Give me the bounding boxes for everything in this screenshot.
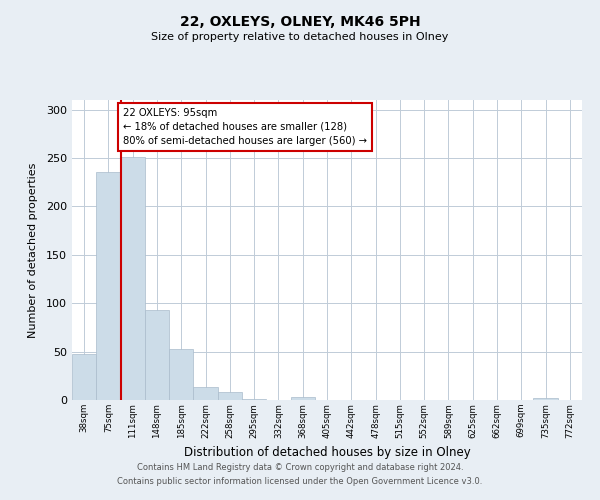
Bar	[242, 399, 266, 400]
Bar	[533, 398, 558, 400]
Bar	[96, 172, 121, 400]
Text: Size of property relative to detached houses in Olney: Size of property relative to detached ho…	[151, 32, 449, 42]
Bar	[121, 157, 145, 400]
Bar	[72, 354, 96, 400]
Bar	[169, 348, 193, 400]
Text: Contains HM Land Registry data © Crown copyright and database right 2024.: Contains HM Land Registry data © Crown c…	[137, 464, 463, 472]
Bar	[218, 392, 242, 400]
Bar	[193, 388, 218, 400]
Text: Contains public sector information licensed under the Open Government Licence v3: Contains public sector information licen…	[118, 477, 482, 486]
X-axis label: Distribution of detached houses by size in Olney: Distribution of detached houses by size …	[184, 446, 470, 459]
Text: 22, OXLEYS, OLNEY, MK46 5PH: 22, OXLEYS, OLNEY, MK46 5PH	[179, 15, 421, 29]
Bar	[145, 310, 169, 400]
Text: 22 OXLEYS: 95sqm
← 18% of detached houses are smaller (128)
80% of semi-detached: 22 OXLEYS: 95sqm ← 18% of detached house…	[123, 108, 367, 146]
Bar	[290, 397, 315, 400]
Y-axis label: Number of detached properties: Number of detached properties	[28, 162, 38, 338]
